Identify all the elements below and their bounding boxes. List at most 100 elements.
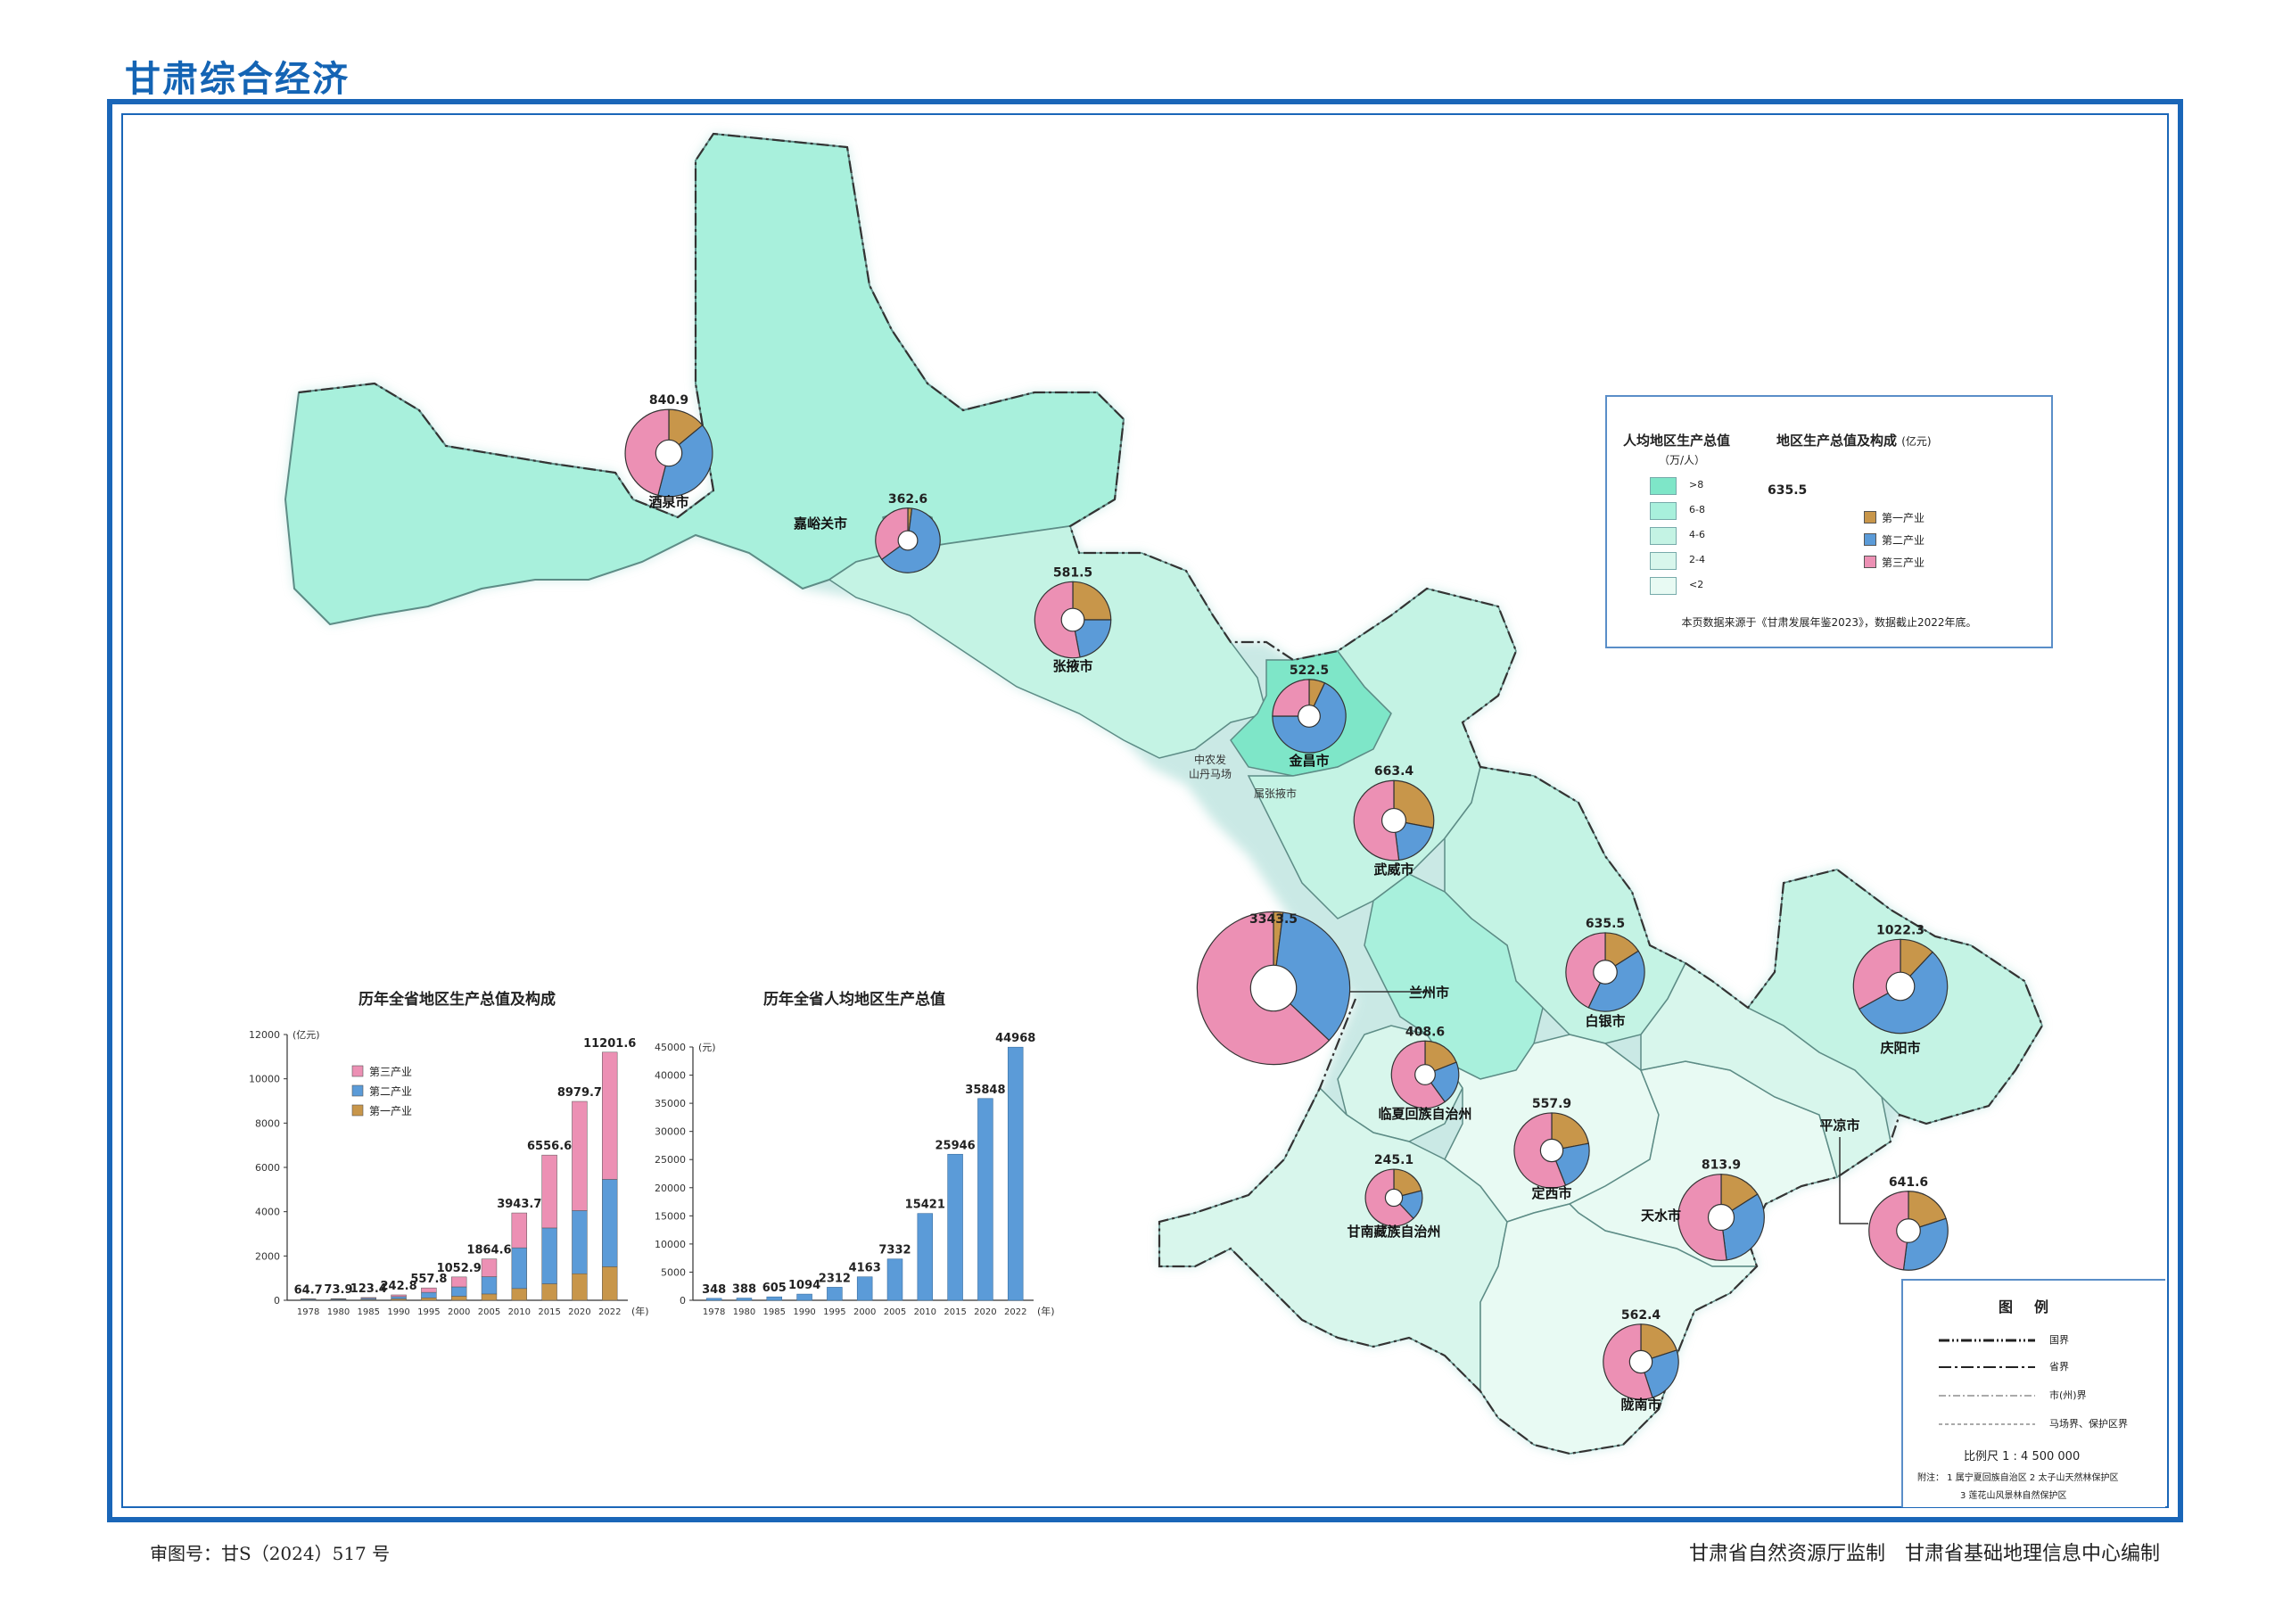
chart1-legend-label: 第三产业 [369,1066,412,1078]
pie-hole [1628,1349,1653,1374]
y-tick-label: 15000 [655,1210,686,1222]
legend-swatch-2-4 [1650,552,1677,570]
bar-total-label: 64.7 [294,1283,323,1297]
pie-value: 635.5 [1586,917,1625,931]
pie-slice-tertiary [875,507,909,561]
legend-swatch-4-6 [1650,527,1677,545]
x-axis-label: (年) [631,1305,649,1317]
bar-segment-tertiary [481,1258,498,1277]
pie-slice-tertiary [1603,1323,1653,1400]
pie-value: 245.1 [1374,1153,1413,1167]
x-tick-label: 1990 [793,1307,815,1317]
bar [947,1153,963,1301]
y-tick-label: 8000 [255,1117,280,1129]
pie-city-3: 522.5 金昌市 [1272,664,1347,769]
chart-gdp-per-capita: 0 5000 10000 15000 20000 25000 30000 35000 40000… [655,1032,1055,1317]
chart2-title: 历年全省人均地区生产总值 [763,991,945,1009]
line-national-boundary [1939,1339,2035,1342]
y-tick-label: 0 [274,1295,280,1307]
bar-segment-tertiary [602,1051,618,1180]
symbol-note-2: 3 莲花山风景林自然保护区 [1960,1491,2067,1501]
x-axis-label: (年) [1037,1305,1055,1317]
bar-segment-secondary [450,1286,467,1297]
x-tick-label: 1978 [297,1307,319,1317]
symbol-label-farm: 马场界、保护区界 [2049,1418,2128,1430]
pie-value: 813.9 [1702,1158,1741,1173]
chart1-legend-swatch [351,1084,364,1097]
city-name-label: 张掖市 [1052,658,1092,674]
leader-pingliang [1839,1137,1868,1224]
legend-data-note: 本页数据来源于《甘肃发展年鉴2023》，数据截止2022年底。 [1681,616,1977,629]
footer-credits: 甘肃省自然资源厅监制 甘肃省基础地理信息中心编制 [1669,1537,2160,1566]
province-boundary [298,132,2044,1455]
pie-hole [1539,1138,1564,1163]
legend-swatch-tertiary [1864,556,1876,568]
x-tick-label: 2010 [914,1307,936,1317]
bar-total-label: 8979.7 [557,1086,602,1100]
bar-segment-secondary [511,1247,528,1290]
bar-total-label: 557.8 [410,1273,447,1286]
chart1-legend-swatch [351,1065,364,1077]
pie-slice-primary [1908,1191,1947,1232]
bar-total-label: 73.9 [324,1283,352,1297]
city-name-label: 临夏回族自治州 [1378,1106,1471,1122]
y-tick-label: 12000 [249,1029,280,1041]
x-tick-label: 2000 [448,1307,470,1317]
bar [886,1258,903,1301]
pie-value: 663.4 [1374,764,1414,779]
pie-slice-tertiary [1513,1112,1567,1189]
chart1-legend-label: 第二产业 [369,1085,412,1098]
pie-city-4: 663.4 武威市 [1353,764,1435,878]
y-tick-label: 45000 [655,1042,686,1053]
x-tick-label: 1995 [417,1307,440,1317]
pie-slice-tertiary [1868,1191,1909,1271]
symbol-label-national: 国界 [2049,1334,2069,1346]
pie-slice-secondary [1587,950,1645,1012]
line-province-boundary [1939,1366,2035,1368]
pie-slice-primary [1604,932,1640,974]
city-name-label: 兰州市 [1409,985,1449,1001]
symbol-label-province: 省界 [2049,1361,2069,1373]
bar-segment-tertiary [572,1101,588,1211]
x-tick-label: 2000 [853,1307,876,1317]
bar-segment-secondary [391,1296,407,1299]
pie-city-11: 245.1 甘南藏族自治州 [1347,1153,1440,1240]
pie-city-9: 557.9 定西市 [1513,1097,1590,1201]
pie-hole [1060,607,1085,632]
legend-per-capita-unit: （万/人） [1659,454,1706,466]
pie-city-6: 635.5 白银市 [1565,917,1645,1029]
bar-value-label: 7332 [878,1244,911,1257]
line-city-boundary [1939,1395,2035,1397]
pie-slice-primary [1424,1040,1457,1076]
pie-value: 1022.3 [1876,923,1924,937]
pie-slice-secondary [1273,911,1351,1042]
bar-segment-tertiary [511,1212,528,1249]
bar-value-label: 605 [762,1282,787,1295]
pie-city-12: 813.9 天水市 [1641,1158,1765,1261]
bar [917,1213,934,1301]
y-tick-label: 25000 [655,1154,686,1166]
bar-total-label: 1052.9 [437,1262,482,1275]
bar [766,1296,783,1301]
y-tick-label: 10000 [655,1239,686,1250]
pie-value: 581.5 [1053,565,1092,580]
pie-hole [655,439,683,467]
bar-segment-primary [450,1296,467,1301]
bar-segment-primary [421,1298,437,1301]
pie-city-1: 362.6 嘉峪关市 [793,492,941,573]
y-axis-label: (元) [698,1042,716,1053]
city-name-label: 定西市 [1531,1185,1571,1201]
pie-slice-secondary [1072,619,1112,658]
bar-segment-tertiary [391,1294,407,1298]
x-tick-label: 2010 [508,1307,531,1317]
chart1-legend-label: 第一产业 [369,1105,412,1117]
pie-slice-primary [1072,581,1112,621]
x-tick-label: 1980 [327,1307,350,1317]
pie-hole [1298,705,1321,728]
pie-city-5: 3343.5 兰州市 [1196,911,1449,1066]
footer-supervisor: 甘肃省自然资源厅监制 [1688,1543,1885,1565]
pie-hole [1249,964,1298,1012]
symbol-label-city: 市(州)界 [2049,1389,2087,1401]
pie-slice-tertiary [624,408,670,497]
bar-value-label: 388 [732,1283,756,1297]
